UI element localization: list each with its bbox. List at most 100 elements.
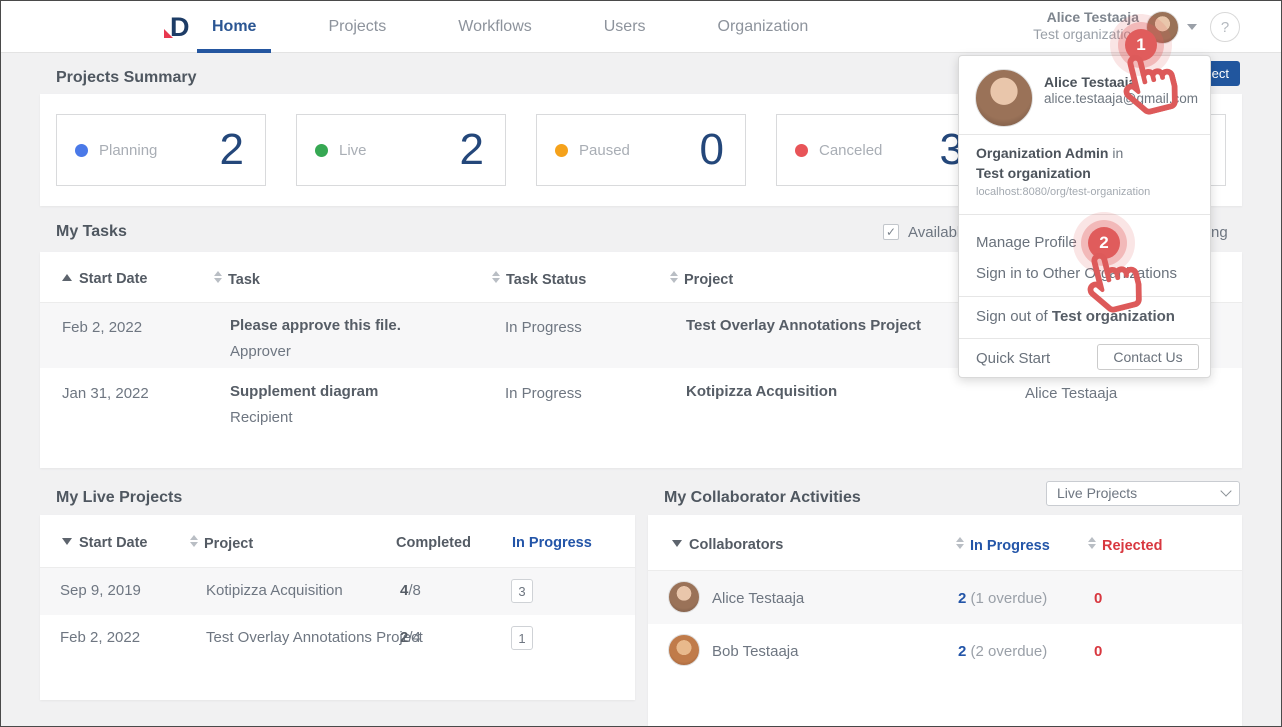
sort-both-icon xyxy=(1088,537,1096,549)
task-role: Recipient xyxy=(230,409,293,426)
task-status: In Progress xyxy=(505,385,582,402)
summary-card-label: Canceled xyxy=(819,141,883,159)
menu-user-email: alice.testaaja@gmail.com xyxy=(1044,91,1199,106)
projects-summary-title: Projects Summary xyxy=(56,69,197,86)
collaborator-avatar xyxy=(668,634,700,666)
tasks-col-task[interactable]: Task xyxy=(214,271,260,288)
chevron-down-icon[interactable] xyxy=(1187,24,1197,30)
nav-item-users[interactable]: Users xyxy=(603,17,646,35)
available-tasks-checkbox[interactable]: ✓ xyxy=(883,224,899,240)
live-project[interactable]: Kotipizza Acquisition xyxy=(206,582,343,599)
live-col-completed[interactable]: Completed xyxy=(396,535,471,551)
live-col-start-date[interactable]: Start Date xyxy=(62,535,148,551)
summary-card-paused[interactable]: Paused 0 xyxy=(536,114,746,186)
logo-letter: D xyxy=(170,12,190,42)
table-row[interactable]: Sep 9, 2019 Kotipizza Acquisition 4/8 3 xyxy=(40,568,635,615)
menu-avatar xyxy=(975,69,1033,127)
task-project[interactable]: Kotipizza Acquisition xyxy=(686,383,838,400)
collab-col-rejected[interactable]: Rejected xyxy=(1088,537,1162,554)
available-tasks-label: Available xyxy=(908,224,969,241)
nav-item-organization[interactable]: Organization xyxy=(717,17,809,35)
summary-card-label: Paused xyxy=(579,141,630,159)
sort-both-icon xyxy=(190,535,198,547)
tasks-col-task-status[interactable]: Task Status xyxy=(492,271,586,288)
nav-item-projects[interactable]: Projects xyxy=(328,17,387,35)
tasks-col-start-date[interactable]: Start Date xyxy=(62,271,148,287)
collab-col-in-progress[interactable]: In Progress xyxy=(956,537,1050,554)
main-nav: Home Projects Workflows Users Organizati… xyxy=(197,1,865,53)
sort-desc-icon xyxy=(672,540,682,547)
menu-item-quick-start[interactable]: Quick Start xyxy=(976,350,1051,367)
task-role: Approver xyxy=(230,343,291,360)
menu-item-sign-out[interactable]: Sign out of Test organization xyxy=(976,308,1175,325)
summary-card-live[interactable]: Live 2 xyxy=(296,114,506,186)
user-dropdown-menu: Alice Testaaja alice.testaaja@gmail.com … xyxy=(958,55,1211,378)
live-in-progress-count[interactable]: 1 xyxy=(511,626,533,650)
live-start-date: Sep 9, 2019 xyxy=(60,582,141,599)
sort-both-icon xyxy=(492,271,500,283)
sort-asc-icon xyxy=(62,274,72,281)
live-completed: 2/4 xyxy=(400,629,421,646)
live-col-in-progress[interactable]: In Progress xyxy=(512,535,592,551)
live-completed: 4/8 xyxy=(400,582,421,599)
sort-both-icon xyxy=(670,271,678,283)
nav-item-home[interactable]: Home xyxy=(197,2,272,53)
topbar-user-org: Test organization xyxy=(1033,26,1139,42)
project-filter-select[interactable]: Live Projects xyxy=(1046,481,1240,506)
logo-accent-shape xyxy=(164,29,173,38)
collab-col-collaborators[interactable]: Collaborators xyxy=(672,537,783,553)
table-row[interactable]: Bob Testaaja 2 (2 overdue) 0 xyxy=(648,624,1242,677)
sort-both-icon xyxy=(214,271,222,283)
collab-in-progress: 2 (1 overdue) xyxy=(958,590,1048,607)
collaborator-activities-title: My Collaborator Activities xyxy=(664,489,861,506)
collaborator-activities-panel: Collaborators In Progress Rejected Alice… xyxy=(648,515,1242,726)
table-row[interactable]: Feb 2, 2022 Test Overlay Annotations Pro… xyxy=(40,615,635,662)
app-logo-icon[interactable]: D xyxy=(164,12,194,42)
task-name[interactable]: Please approve this file. xyxy=(230,317,401,334)
summary-card-planning[interactable]: Planning 2 xyxy=(56,114,266,186)
table-row[interactable]: Alice Testaaja 2 (1 overdue) 0 xyxy=(648,571,1242,624)
live-status-dot xyxy=(315,143,328,157)
canceled-status-dot xyxy=(795,143,808,157)
sort-desc-icon xyxy=(62,538,72,545)
top-navigation-bar: D Home Projects Workflows Users Organiza… xyxy=(1,1,1281,53)
summary-card-value: 0 xyxy=(699,125,725,174)
menu-item-sign-in-other-orgs[interactable]: Sign in to Other Organizations xyxy=(976,265,1177,282)
chevron-down-icon xyxy=(1220,485,1232,497)
collaborator-name[interactable]: Alice Testaaja xyxy=(712,590,805,607)
task-status: In Progress xyxy=(505,319,582,336)
paused-status-dot xyxy=(555,143,568,157)
nav-item-workflows[interactable]: Workflows xyxy=(458,17,532,35)
summary-card-label: Planning xyxy=(99,141,158,159)
contact-us-button[interactable]: Contact Us xyxy=(1097,344,1199,370)
collab-rejected: 0 xyxy=(1094,590,1103,607)
tasks-col-project[interactable]: Project xyxy=(670,271,733,288)
task-project[interactable]: Test Overlay Annotations Project xyxy=(686,317,922,334)
menu-org: Test organization xyxy=(976,165,1091,181)
help-button[interactable]: ? xyxy=(1210,12,1240,42)
topbar-user-name: Alice Testaaja xyxy=(1046,9,1139,25)
topbar-avatar[interactable] xyxy=(1146,11,1179,44)
summary-card-canceled[interactable]: Canceled 3 xyxy=(776,114,986,186)
task-owner: Alice Testaaja xyxy=(1025,385,1118,402)
topbar-user-info[interactable]: Alice Testaaja Test organization xyxy=(1033,9,1139,43)
menu-user-name: Alice Testaaja xyxy=(1044,74,1137,90)
collab-rejected: 0 xyxy=(1094,643,1103,660)
summary-card-label: Live xyxy=(339,141,367,159)
my-live-projects-panel: Start Date Project Completed In Progress… xyxy=(40,515,635,700)
collaborator-name[interactable]: Bob Testaaja xyxy=(712,643,799,660)
project-filter-value: Live Projects xyxy=(1057,485,1138,501)
live-in-progress-count[interactable]: 3 xyxy=(511,579,533,603)
live-project[interactable]: Test Overlay Annotations Project xyxy=(206,629,423,646)
task-start-date: Jan 31, 2022 xyxy=(62,385,149,402)
task-name[interactable]: Supplement diagram xyxy=(230,383,379,400)
table-row[interactable]: Jan 31, 2022 Supplement diagram Recipien… xyxy=(40,369,1242,434)
live-start-date: Feb 2, 2022 xyxy=(60,629,141,646)
sort-both-icon xyxy=(956,537,964,549)
my-tasks-title: My Tasks xyxy=(56,223,127,240)
live-col-project[interactable]: Project xyxy=(190,535,253,552)
filter-label-fragment: ng xyxy=(1211,224,1228,241)
planning-status-dot xyxy=(75,143,88,157)
menu-item-manage-profile[interactable]: Manage Profile xyxy=(976,234,1077,251)
